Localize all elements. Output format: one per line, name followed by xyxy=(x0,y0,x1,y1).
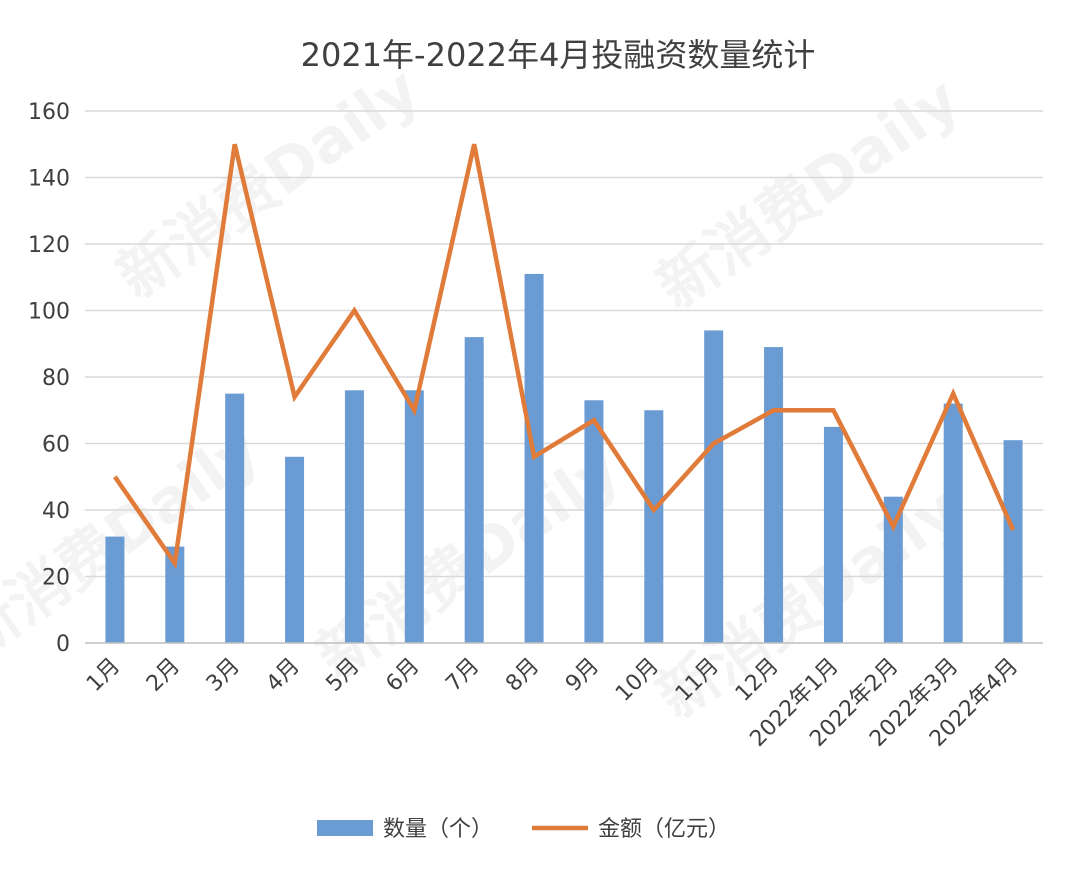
y-tick-label: 40 xyxy=(42,499,70,524)
line-point xyxy=(174,562,176,564)
bar xyxy=(464,337,484,643)
line-point xyxy=(773,409,775,411)
y-tick-label: 80 xyxy=(42,366,70,391)
legend-swatch-bar xyxy=(317,820,373,836)
bar xyxy=(344,390,364,643)
line-point xyxy=(353,310,355,311)
y-tick-label: 60 xyxy=(42,433,70,458)
line-series xyxy=(113,143,1016,570)
line-point xyxy=(952,393,954,395)
x-tick-label: 9月 xyxy=(561,654,604,697)
bar xyxy=(764,347,784,643)
line-point xyxy=(114,476,116,478)
legend: 数量（个） 金额（亿元） xyxy=(317,817,730,842)
x-tick-label: 8月 xyxy=(501,654,544,697)
y-axis-ticks: 0 20 40 60 80 100 120 140 160 xyxy=(28,100,70,657)
line-point xyxy=(294,396,296,398)
bar xyxy=(404,390,424,643)
bar xyxy=(165,546,185,643)
bar xyxy=(883,496,903,643)
bar xyxy=(644,410,664,643)
line-point xyxy=(892,526,894,528)
x-tick-label: 2月 xyxy=(142,654,185,697)
x-tick-label: 7月 xyxy=(441,654,484,697)
line-point xyxy=(473,143,475,145)
chart-title: 2021年-2022年4月投融资数量统计 xyxy=(301,36,816,74)
y-tick-label: 120 xyxy=(28,233,70,258)
y-tick-label: 160 xyxy=(28,100,70,125)
line-point xyxy=(234,143,236,145)
line-point xyxy=(832,409,834,411)
line-point xyxy=(413,409,415,411)
x-tick-label: 1月 xyxy=(82,654,125,697)
bar xyxy=(823,426,843,643)
bar xyxy=(584,400,604,643)
y-tick-label: 140 xyxy=(28,167,70,192)
line-path xyxy=(113,143,1016,570)
bar xyxy=(704,330,724,643)
bar xyxy=(943,403,963,643)
y-tick-label: 20 xyxy=(42,566,70,591)
line-point xyxy=(713,443,715,444)
watermark-text: 新消费Daily xyxy=(645,64,972,322)
bar xyxy=(1003,440,1023,643)
legend-label-line: 金额（亿元） xyxy=(598,817,730,842)
legend-label-bar: 数量（个） xyxy=(383,817,493,842)
bar xyxy=(105,536,125,643)
y-tick-label: 100 xyxy=(28,300,70,325)
x-axis-labels: 1月 2月 3月 4月 5月 6月 7月 8月 9月 10月 11月 12月2022年1月2022年2… xyxy=(82,654,1023,752)
y-tick-label: 0 xyxy=(56,632,70,657)
x-tick-label: 3月 xyxy=(202,654,245,697)
line-point xyxy=(533,456,535,458)
line-point xyxy=(653,509,655,511)
bar xyxy=(285,456,305,643)
bar xyxy=(225,393,245,643)
x-tick-label: 4月 xyxy=(262,654,305,697)
watermark-text: 新消费Daily xyxy=(105,54,432,312)
line-point xyxy=(1012,529,1014,531)
line-point xyxy=(593,419,595,421)
